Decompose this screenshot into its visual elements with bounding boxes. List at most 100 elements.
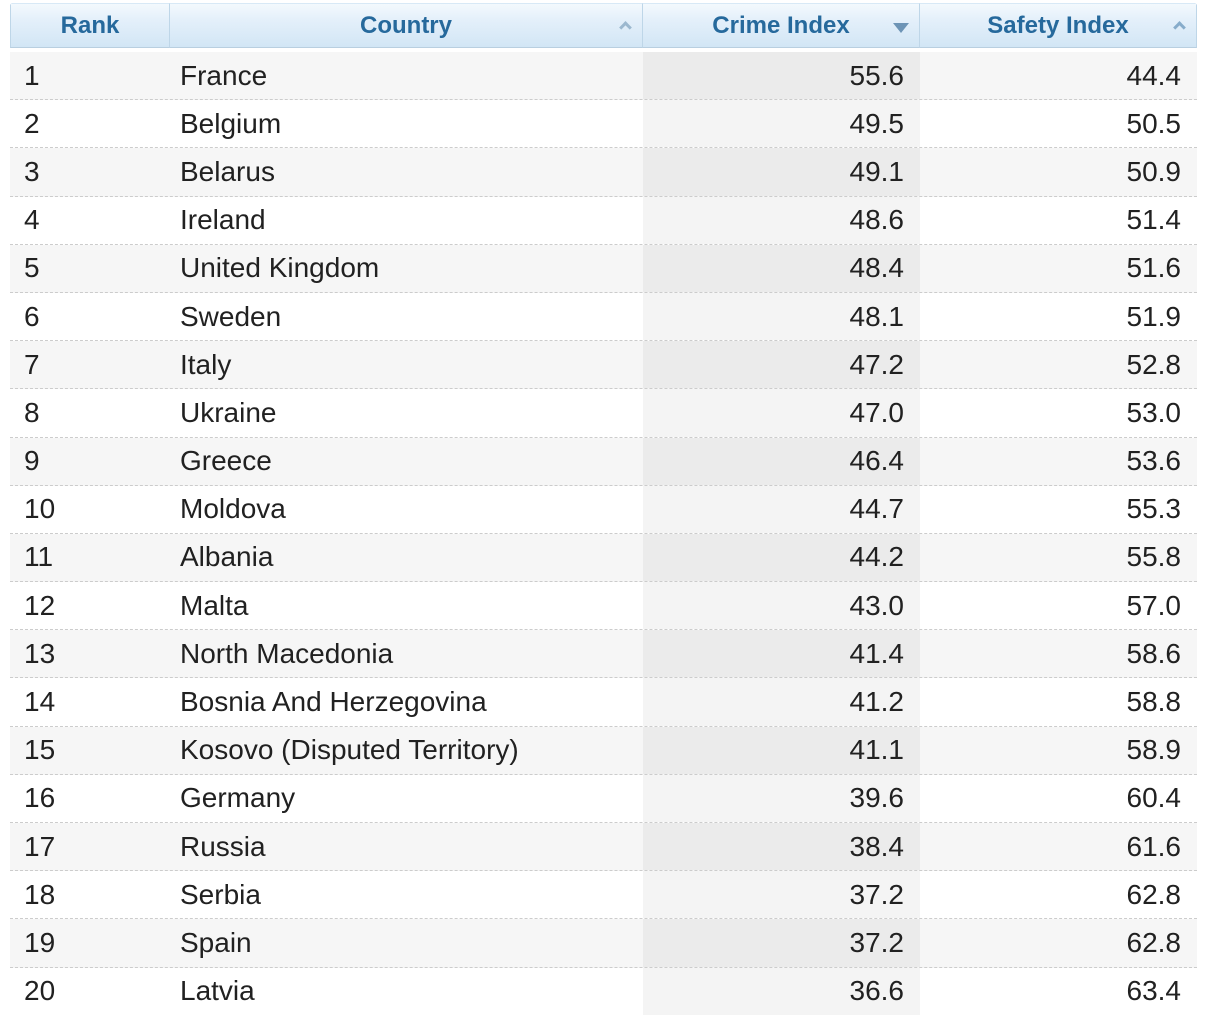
table-row: 16 Germany 39.6 60.4 <box>10 774 1197 823</box>
crime-index-cell: 48.6 <box>643 196 920 244</box>
column-header-crime-index-label: Crime Index <box>712 11 850 39</box>
column-header-rank[interactable]: Rank <box>10 3 170 48</box>
country-cell: Belgium <box>180 107 282 139</box>
crime-index-cell: 47.0 <box>643 389 920 437</box>
table-row: 8 Ukraine 47.0 53.0 <box>10 389 1197 438</box>
crime-index-cell: 39.6 <box>643 774 920 822</box>
safety-index-cell: 53.0 <box>1126 396 1182 428</box>
sort-asc-chevron-icon <box>1173 21 1186 34</box>
sort-asc-chevron-icon <box>619 21 632 34</box>
column-header-crime-index[interactable]: Crime Index <box>643 3 920 48</box>
safety-index-cell: 52.8 <box>1126 348 1182 380</box>
rank-cell: 18 <box>24 878 56 910</box>
rank-cell: 1 <box>24 59 40 91</box>
column-header-safety-index[interactable]: Safety Index <box>920 3 1197 48</box>
table-row: 14 Bosnia And Herzegovina 41.2 58.8 <box>10 678 1197 727</box>
table-row: 12 Malta 43.0 57.0 <box>10 582 1197 631</box>
rank-cell: 6 <box>24 300 40 332</box>
country-cell: Sweden <box>180 300 282 332</box>
safety-index-cell: 51.4 <box>1126 204 1182 236</box>
crime-index-cell: 43.0 <box>643 582 920 630</box>
table-header-row: Rank Country Crime Index Safety Index <box>10 3 1197 48</box>
country-cell: Latvia <box>180 975 255 1007</box>
safety-index-cell: 57.0 <box>1126 589 1182 621</box>
rank-cell: 19 <box>24 926 56 958</box>
table-row: 5 United Kingdom 48.4 51.6 <box>10 244 1197 293</box>
safety-index-cell: 50.5 <box>1126 107 1182 139</box>
crime-index-cell: 49.1 <box>643 148 920 196</box>
rank-cell: 7 <box>24 348 40 380</box>
crime-index-cell: 41.1 <box>643 726 920 774</box>
table-row: 19 Spain 37.2 62.8 <box>10 919 1197 968</box>
country-cell: Kosovo (Disputed Territory) <box>180 734 519 766</box>
rank-cell: 12 <box>24 589 56 621</box>
country-cell: Germany <box>180 782 296 814</box>
crime-index-cell: 48.4 <box>643 244 920 292</box>
crime-index-cell: 38.4 <box>643 823 920 871</box>
rank-cell: 10 <box>24 493 56 525</box>
country-cell: France <box>180 59 268 91</box>
safety-index-cell: 58.6 <box>1126 637 1182 669</box>
rank-cell: 14 <box>24 686 56 718</box>
table-row: 15 Kosovo (Disputed Territory) 41.1 58.9 <box>10 726 1197 775</box>
safety-index-cell: 50.9 <box>1126 155 1182 187</box>
safety-index-cell: 44.4 <box>1126 59 1182 91</box>
table-row: 3 Belarus 49.1 50.9 <box>10 148 1197 197</box>
rank-cell: 3 <box>24 155 40 187</box>
crime-index-cell: 44.2 <box>643 533 920 582</box>
rank-cell: 13 <box>24 637 56 669</box>
safety-index-cell: 58.8 <box>1126 686 1182 718</box>
safety-index-cell: 53.6 <box>1126 445 1182 477</box>
column-header-rank-label: Rank <box>60 11 120 39</box>
crime-index-cell: 48.1 <box>643 292 920 341</box>
column-header-safety-index-label: Safety Index <box>987 11 1129 39</box>
table-row: 4 Ireland 48.6 51.4 <box>10 196 1197 245</box>
safety-index-cell: 62.8 <box>1126 926 1182 958</box>
table-row: 20 Latvia 36.6 63.4 <box>10 967 1197 1015</box>
safety-index-cell: 62.8 <box>1126 878 1182 910</box>
crime-index-cell: 41.2 <box>643 678 920 726</box>
crime-index-cell: 37.2 <box>643 919 920 967</box>
column-header-country-label: Country <box>360 11 452 39</box>
crime-rankings-table: Rank Country Crime Index Safety Index 1 … <box>10 3 1197 1015</box>
table-row: 6 Sweden 48.1 51.9 <box>10 292 1197 342</box>
column-header-country[interactable]: Country <box>170 3 643 48</box>
crime-index-cell: 47.2 <box>643 341 920 389</box>
safety-index-cell: 60.4 <box>1126 782 1182 814</box>
crime-index-cell: 41.4 <box>643 630 920 678</box>
rank-cell: 17 <box>24 830 56 862</box>
rank-cell: 15 <box>24 734 56 766</box>
safety-index-cell: 63.4 <box>1126 975 1182 1007</box>
table-row: 10 Moldova 44.7 55.3 <box>10 485 1197 534</box>
country-cell: Serbia <box>180 878 261 910</box>
country-cell: Spain <box>180 926 252 958</box>
crime-index-cell: 55.6 <box>643 52 920 100</box>
table-body: 1 France 55.6 44.4 2 Belgium 49.5 50.5 3… <box>10 52 1197 1015</box>
crime-index-cell: 37.2 <box>643 871 920 919</box>
rank-cell: 9 <box>24 445 40 477</box>
table-row: 11 Albania 44.2 55.8 <box>10 533 1197 583</box>
country-cell: Italy <box>180 348 232 380</box>
country-cell: North Macedonia <box>180 637 394 669</box>
table-row: 17 Russia 38.4 61.6 <box>10 823 1197 872</box>
country-cell: Ireland <box>180 204 266 236</box>
sort-desc-triangle-icon <box>893 23 909 33</box>
country-cell: Greece <box>180 445 272 477</box>
rank-cell: 5 <box>24 252 40 284</box>
country-cell: United Kingdom <box>180 252 380 284</box>
table-row: 18 Serbia 37.2 62.8 <box>10 871 1197 920</box>
safety-index-cell: 58.9 <box>1126 734 1182 766</box>
country-cell: Moldova <box>180 493 286 525</box>
rank-cell: 20 <box>24 975 56 1007</box>
safety-index-cell: 51.6 <box>1126 252 1182 284</box>
table-row: 1 France 55.6 44.4 <box>10 52 1197 101</box>
table-row: 2 Belgium 49.5 50.5 <box>10 100 1197 149</box>
rank-cell: 11 <box>24 541 54 573</box>
rank-cell: 4 <box>24 204 40 236</box>
rank-cell: 16 <box>24 782 56 814</box>
country-cell: Belarus <box>180 155 275 187</box>
crime-index-cell: 46.4 <box>643 437 920 485</box>
country-cell: Albania <box>180 541 274 573</box>
crime-index-cell: 49.5 <box>643 100 920 148</box>
